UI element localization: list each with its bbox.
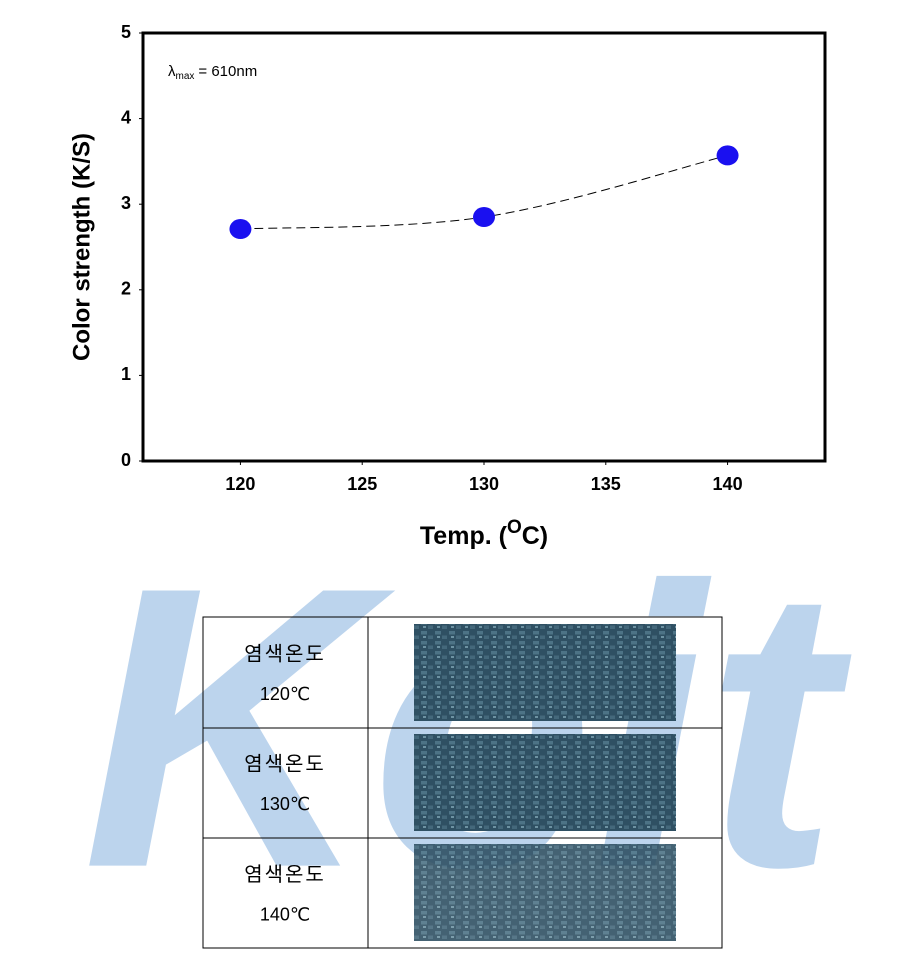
y-tick-label: 1	[121, 364, 131, 384]
data-point	[716, 145, 739, 166]
x-tick-label: 135	[591, 474, 621, 494]
row-temperature: 120℃	[260, 684, 310, 704]
x-tick-label: 125	[347, 474, 377, 494]
data-point	[473, 207, 495, 228]
y-tick-label: 4	[121, 107, 131, 127]
x-tick-label: 120	[225, 474, 255, 494]
row-label: 염색온도	[244, 863, 326, 886]
annotation: λmax = 610nm	[168, 63, 257, 82]
y-axis-label: Color strength (K/S)	[68, 133, 95, 361]
y-tick-label: 0	[121, 450, 131, 470]
row-temperature: 130℃	[260, 794, 310, 814]
x-tick-label: 130	[469, 474, 499, 494]
x-tick-label: 140	[713, 474, 743, 494]
table-border	[202, 616, 723, 949]
data-point	[229, 219, 252, 240]
row-temperature: 140℃	[260, 904, 310, 924]
table	[202, 616, 723, 949]
plot-frame	[141, 31, 827, 463]
y-tick-label: 2	[121, 279, 131, 299]
y-tick-label: 3	[121, 193, 131, 213]
y-tick-label: 5	[121, 22, 131, 42]
row-label: 염색온도	[244, 753, 326, 776]
fabric-image	[414, 844, 676, 941]
fabric-image	[414, 734, 676, 831]
row-label: 염색온도	[244, 642, 326, 665]
x-axis-label: Temp. (OC)	[420, 517, 548, 550]
fabric-image	[414, 624, 676, 721]
